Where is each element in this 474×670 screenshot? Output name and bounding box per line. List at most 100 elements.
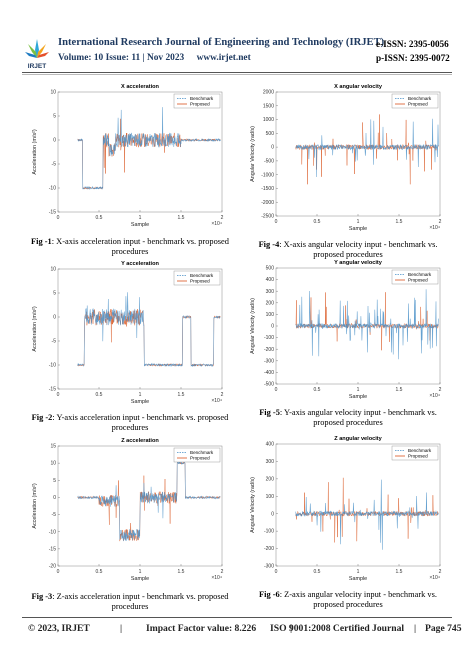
caption-label: Fig -3 xyxy=(31,592,53,601)
y-tick-label: -500 xyxy=(264,158,274,164)
y-tick-label: -300 xyxy=(264,564,274,570)
footer-divider xyxy=(22,617,452,618)
x-tick-label: 0 xyxy=(275,219,278,225)
y-tick-label: -20 xyxy=(49,564,56,570)
volume-info: Volume: 10 Issue: 11 | Nov 2023 xyxy=(58,53,185,63)
y-axis-label: Angular Velocity (rad/s) xyxy=(250,298,256,354)
footer-iso: ISO 9001:2008 Certified Journal xyxy=(270,623,405,634)
x-tick-label: 1.5 xyxy=(396,219,403,225)
y-tick-label: 5 xyxy=(53,114,56,120)
chart-5: Y angular velocity 500 400 300 200 100 0 -100 -2… xyxy=(250,260,442,400)
x-axis-label: Sample xyxy=(131,222,149,228)
x-tick-label: 1 xyxy=(357,219,360,225)
y-tick-label: 400 xyxy=(266,442,275,448)
footer-page-number: Page 745 xyxy=(425,623,462,634)
x-tick-label: 0.5 xyxy=(314,569,321,575)
chart-4: X angular velocity 2000 1500 1000 500 0 -500 -1… xyxy=(250,84,442,232)
header-divider-thin xyxy=(22,74,452,75)
y-tick-label: 2000 xyxy=(263,90,274,96)
plot-area xyxy=(57,268,223,390)
x-tick-label: 1 xyxy=(139,215,142,221)
y-tick-label: 500 xyxy=(266,266,275,272)
y-axis-label: Angular Velocity (rad/s) xyxy=(250,477,256,533)
x-tick-label: 0 xyxy=(275,569,278,575)
chart-legend xyxy=(173,447,221,463)
volume-line: Volume: 10 Issue: 11 | Nov 2023 www.irje… xyxy=(58,53,261,63)
y-tick-label: 10 xyxy=(50,461,56,467)
caption-fig5: Fig -5: Y-axis angular velocity input - … xyxy=(244,408,452,428)
caption-fig3: Fig -3: Z-axis acceleration input - benc… xyxy=(26,592,234,612)
eissn: e-ISSN: 2395-0056 xyxy=(376,39,449,49)
y-tick-label: 10 xyxy=(50,267,56,273)
caption-text-2: procedures xyxy=(111,602,149,611)
chart-title: X acceleration xyxy=(121,84,160,90)
chart-legend xyxy=(391,93,439,109)
x-axis-label: Sample xyxy=(131,399,149,405)
x-tick-label: 2 xyxy=(439,569,442,575)
x-tick-label: 2 xyxy=(439,219,442,225)
y-tick-label: -5 xyxy=(52,512,57,518)
journal-header: IRJET International Research Journal of … xyxy=(0,28,474,70)
y-tick-label: 400 xyxy=(266,277,275,283)
x-axis-label: Sample xyxy=(349,394,367,400)
caption-label: Fig -2 xyxy=(31,413,53,422)
y-tick-label: -400 xyxy=(264,370,274,376)
caption-fig2: Fig -2: Y-axis acceleration input - benc… xyxy=(26,413,234,433)
y-tick-label: 10 xyxy=(50,90,56,96)
legend-entry: Benchmark xyxy=(190,273,214,278)
y-tick-label: 300 xyxy=(266,459,275,465)
chart-legend xyxy=(173,93,221,109)
x-tick-label: 0.5 xyxy=(314,219,321,225)
caption-text: : Z-axis acceleration input - benchmark … xyxy=(52,592,229,601)
x-tick-label: 0 xyxy=(275,387,278,393)
y-tick-label: -100 xyxy=(264,529,274,535)
series-line-benchmark xyxy=(77,292,221,368)
y-tick-label: -10 xyxy=(49,529,56,535)
footer-separator: | xyxy=(290,623,293,634)
y-tick-label: -1000 xyxy=(261,172,274,178)
y-tick-label: -1500 xyxy=(261,186,274,192)
x-exponent: ×10⁴ xyxy=(211,575,222,581)
y-tick-label: -15 xyxy=(49,387,56,393)
caption-text: : Y-axis acceleration input - benchmark … xyxy=(52,413,229,422)
footer-impact-factor: Impact Factor value: 8.226 xyxy=(146,623,257,634)
x-tick-label: 1 xyxy=(357,387,360,393)
y-tick-label: 300 xyxy=(266,289,275,295)
x-tick-label: 2 xyxy=(221,215,224,221)
x-tick-label: 2 xyxy=(439,387,442,393)
footer-separator: | xyxy=(414,623,417,634)
chart-title: Y angular velocity xyxy=(334,260,383,266)
y-tick-label: 500 xyxy=(266,131,275,137)
y-axis-label: Angular Velocity (rad/s) xyxy=(250,126,256,182)
x-exponent: ×10⁴ xyxy=(211,398,222,404)
caption-fig1: Fig -1: X-axis acceleration input - benc… xyxy=(26,237,234,257)
x-tick-label: 1 xyxy=(139,569,142,575)
y-axis-label: Acceleration (m/s²) xyxy=(32,306,38,351)
caption-label: Fig -1 xyxy=(31,237,52,246)
x-tick-label: 0 xyxy=(57,215,60,221)
x-tick-label: 2 xyxy=(221,392,224,398)
legend-entry: Benchmark xyxy=(190,96,214,101)
x-exponent: ×10⁴ xyxy=(429,393,440,399)
series-line-benchmark xyxy=(77,461,221,542)
journal-website[interactable]: www.irjet.net xyxy=(196,53,251,63)
caption-label: Fig -6 xyxy=(259,590,280,599)
x-tick-label: 1.5 xyxy=(178,392,185,398)
caption-text: : Z-axis angular velocity input - benchm… xyxy=(279,590,437,599)
plot-area xyxy=(57,91,223,213)
x-tick-label: 1 xyxy=(357,569,360,575)
chart-legend xyxy=(391,445,439,461)
x-tick-label: 0 xyxy=(57,569,60,575)
y-tick-label: -200 xyxy=(264,347,274,353)
journal-title: International Research Journal of Engine… xyxy=(58,37,385,48)
x-exponent: ×10⁴ xyxy=(211,221,222,227)
footer-copyright: © 2023, IRJET xyxy=(28,623,90,634)
caption-text: : X-axis angular velocity input - benchm… xyxy=(279,240,438,249)
y-tick-label: -100 xyxy=(264,335,274,341)
x-axis-label: Sample xyxy=(349,576,367,582)
y-tick-label: 1500 xyxy=(263,103,274,109)
x-tick-label: 0 xyxy=(57,392,60,398)
legend-entry: Benchmark xyxy=(190,450,214,455)
x-tick-label: 1.5 xyxy=(396,387,403,393)
